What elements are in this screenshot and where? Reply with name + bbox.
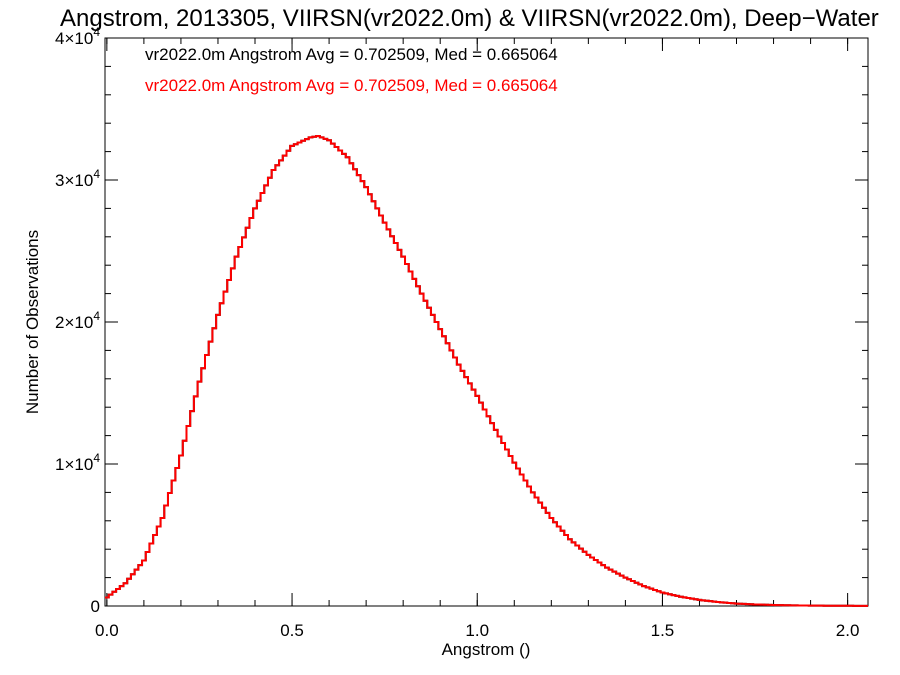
histogram-series-1	[105, 134, 868, 607]
x-tick-label: 2.0	[836, 621, 860, 640]
chart-title: Angstrom, 2013305, VIIRSN(vr2022.0m) & V…	[60, 5, 879, 32]
y-tick-label: 4×104	[55, 25, 100, 48]
plot-area: 0.0 0.5 1.0 1.5 2.0 0 1×104 2×104 3×104 4×104	[55, 25, 869, 640]
annotation-stats-black: vr2022.0m Angstrom Avg = 0.702509, Med =…	[145, 45, 558, 64]
histogram-series-0	[105, 134, 868, 607]
plot-frame	[104, 37, 869, 607]
y-tick-label: 1×104	[55, 451, 100, 474]
x-tick-label: 1.5	[651, 621, 675, 640]
y-tick-label: 0	[91, 597, 100, 616]
minor-ticks	[105, 37, 868, 607]
x-tick-label: 0.0	[95, 621, 119, 640]
y-tick-label: 2×104	[55, 309, 100, 332]
x-tick-labels: 0.0 0.5 1.0 1.5 2.0	[95, 621, 859, 640]
major-ticks	[105, 37, 868, 607]
y-axis-label: Number of Observations	[23, 230, 42, 414]
annotation-stats-red: vr2022.0m Angstrom Avg = 0.702509, Med =…	[145, 76, 558, 95]
x-axis-label: Angstrom ()	[442, 640, 531, 659]
y-tick-label: 3×104	[55, 167, 100, 190]
x-tick-label: 1.0	[465, 621, 489, 640]
series-layer	[105, 134, 868, 607]
y-tick-labels: 0 1×104 2×104 3×104 4×104	[55, 25, 100, 616]
x-tick-label: 0.5	[280, 621, 304, 640]
